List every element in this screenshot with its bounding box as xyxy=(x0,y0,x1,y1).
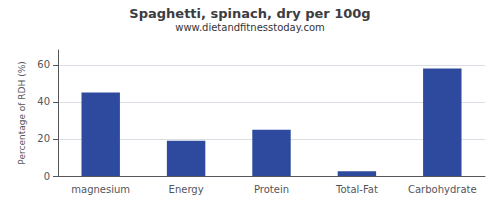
svg-text:Total-Fat: Total-Fat xyxy=(335,184,378,195)
svg-text:www.dietandfitnesstoday.com: www.dietandfitnesstoday.com xyxy=(175,22,324,33)
svg-text:Carbohydrate: Carbohydrate xyxy=(408,184,477,195)
svg-text:20: 20 xyxy=(37,133,50,144)
svg-text:Percentage of RDH (%): Percentage of RDH (%) xyxy=(17,61,27,164)
svg-text:40: 40 xyxy=(37,96,50,107)
svg-text:magnesium: magnesium xyxy=(71,184,130,195)
svg-text:Energy: Energy xyxy=(169,184,204,195)
svg-text:0: 0 xyxy=(44,171,50,182)
svg-text:Protein: Protein xyxy=(254,184,289,195)
svg-text:60: 60 xyxy=(37,59,50,70)
svg-text:Spaghetti, spinach, dry per 10: Spaghetti, spinach, dry per 100g xyxy=(129,6,370,21)
